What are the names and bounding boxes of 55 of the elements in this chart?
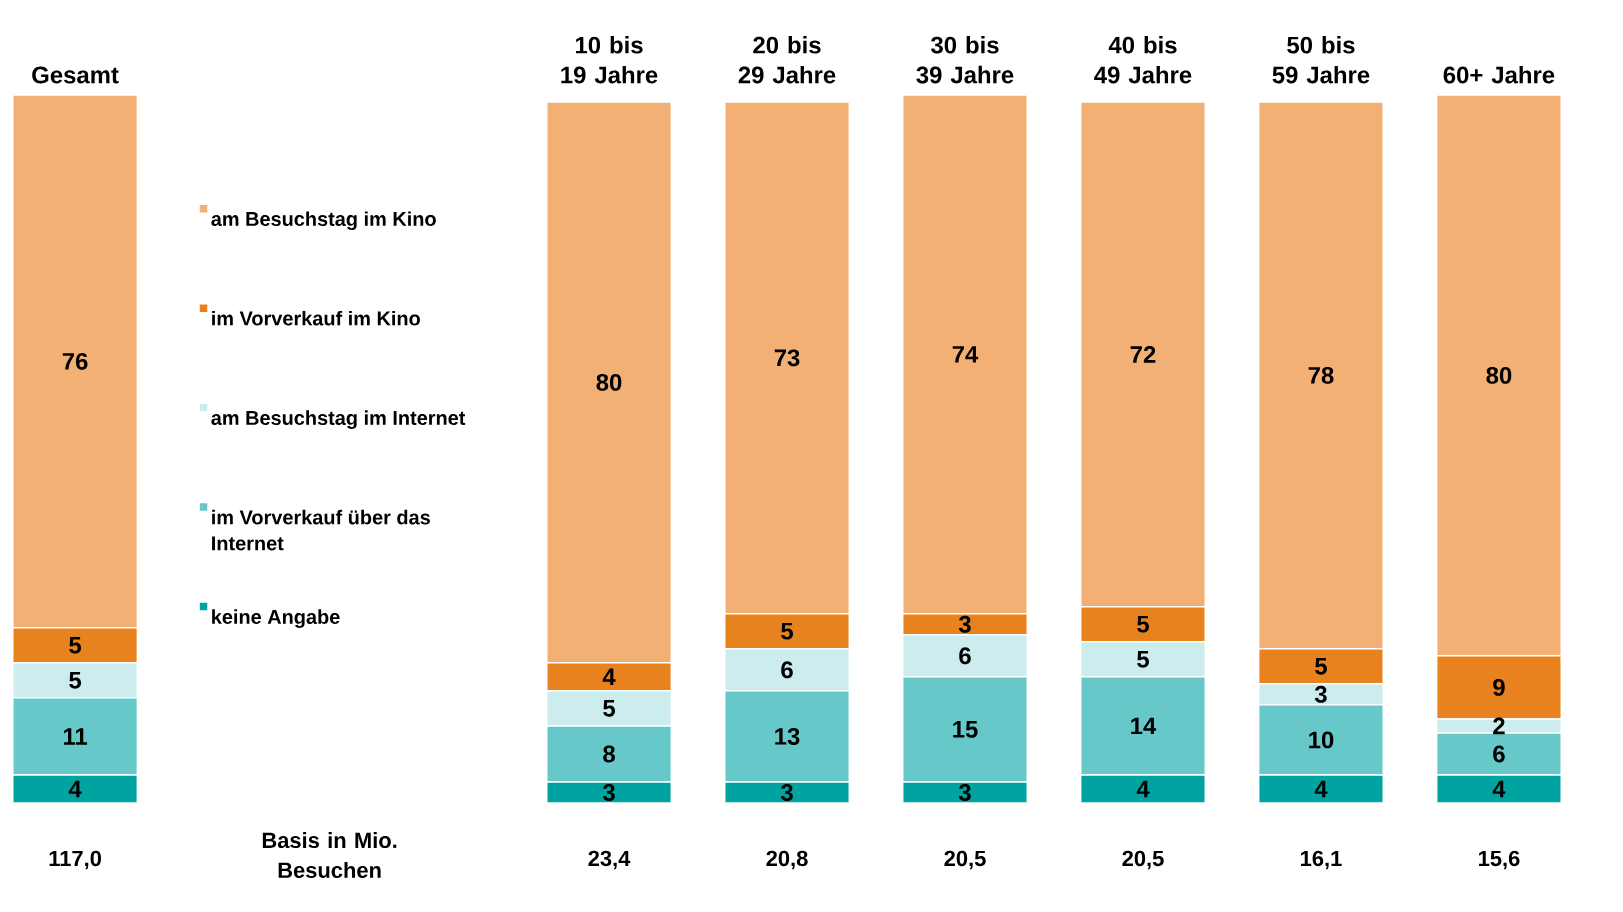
x-tick-label: 10 bis 19 Jahre bbox=[561, 36, 658, 84]
data-label: 76 bbox=[62, 352, 88, 370]
x-tick-label: Gesamt bbox=[32, 66, 119, 84]
data-label: 9 bbox=[1493, 678, 1505, 696]
data-label: 73 bbox=[774, 349, 800, 367]
data-label: 5 bbox=[1137, 615, 1149, 633]
legend-label: im Vorverkauf im Kino bbox=[212, 310, 420, 326]
text: 20,8 bbox=[766, 850, 808, 870]
data-label: 14 bbox=[1131, 717, 1157, 735]
legend-label: keine Angabe bbox=[212, 609, 340, 628]
data-label: 3 bbox=[958, 615, 971, 633]
data-label: 74 bbox=[952, 346, 979, 363]
x-tick-label: 30 bis 39 Jahre bbox=[916, 35, 1014, 84]
data-label: 6 bbox=[959, 647, 971, 665]
data-label: 5 bbox=[1137, 650, 1149, 668]
data-label: 80 bbox=[596, 373, 622, 391]
data-label: 4 bbox=[602, 668, 616, 686]
data-label: 4 bbox=[68, 780, 82, 798]
data-label: 3 bbox=[958, 784, 971, 801]
data-label: 15 bbox=[953, 721, 978, 738]
text: 117,0 bbox=[49, 850, 101, 870]
legend-label: im Vorverkauf über das Internet bbox=[212, 509, 430, 551]
x-tick-label: 20 bis 29 Jahre bbox=[738, 36, 836, 84]
data-label: 6 bbox=[1493, 745, 1505, 763]
data-label: 8 bbox=[603, 745, 615, 763]
data-label: 13 bbox=[775, 727, 800, 745]
data-label: 4 bbox=[1492, 780, 1506, 798]
data-label: 3 bbox=[780, 784, 793, 801]
data-label: 3 bbox=[602, 784, 615, 801]
data-label: 5 bbox=[781, 622, 793, 640]
data-label: 10 bbox=[1309, 731, 1334, 749]
x-tick-label: 60+ Jahre bbox=[1443, 65, 1555, 84]
data-label: 3 bbox=[1314, 685, 1327, 703]
text: 20,5 bbox=[944, 850, 986, 870]
data-label: 5 bbox=[603, 700, 616, 717]
data-label: 72 bbox=[1130, 346, 1156, 363]
text: Basis in Mio. Besuchen bbox=[262, 832, 397, 878]
data-label: 5 bbox=[69, 671, 82, 689]
text: 20,5 bbox=[1122, 850, 1164, 870]
data-label: 78 bbox=[1308, 366, 1334, 384]
x-tick-label: 50 bis 59 Jahre bbox=[1272, 36, 1370, 84]
data-label: 6 bbox=[781, 661, 793, 679]
x-tick-label: 40 bis 49 Jahre bbox=[1094, 36, 1192, 84]
text: 15,6 bbox=[1479, 850, 1520, 870]
text: 16,1 bbox=[1301, 850, 1342, 870]
data-label: 5 bbox=[69, 636, 82, 654]
data-label: 80 bbox=[1486, 366, 1512, 384]
data-label: 11 bbox=[63, 728, 88, 745]
text: 23,4 bbox=[588, 850, 631, 870]
data-label: 4 bbox=[1314, 780, 1328, 798]
data-label: 2 bbox=[1493, 717, 1505, 735]
legend-label: am Besuchstag im Internet bbox=[211, 410, 466, 430]
legend-label: am Besuchstag im Kino bbox=[211, 211, 436, 231]
data-label: 5 bbox=[1315, 657, 1327, 675]
data-label: 4 bbox=[1136, 780, 1150, 798]
